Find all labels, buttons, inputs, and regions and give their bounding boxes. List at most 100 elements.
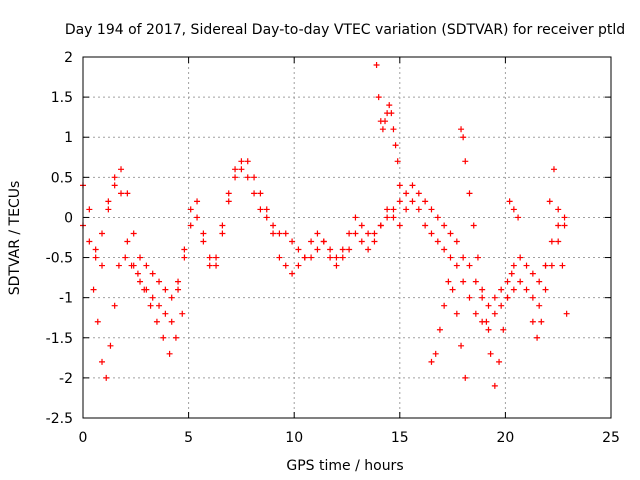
data-point: [428, 230, 435, 237]
data-point: [238, 166, 245, 173]
data-point: [270, 230, 277, 237]
data-point: [538, 318, 545, 325]
data-point: [301, 254, 308, 261]
data-point: [107, 342, 114, 349]
data-point: [384, 206, 391, 213]
data-point: [213, 254, 220, 261]
data-point: [238, 158, 245, 165]
data-point: [460, 254, 467, 261]
data-point: [498, 302, 505, 309]
data-point: [487, 350, 494, 357]
data-point: [396, 198, 403, 205]
data-point: [491, 382, 498, 389]
data-point: [206, 262, 213, 269]
data-point: [295, 262, 302, 269]
data-point: [327, 254, 334, 261]
data-point: [548, 262, 555, 269]
data-point: [181, 246, 188, 253]
data-point: [200, 238, 207, 245]
data-point: [462, 374, 469, 381]
data-point: [156, 278, 163, 285]
data-point: [559, 262, 566, 269]
y-tick-label: 1: [64, 130, 73, 146]
grid: [83, 57, 611, 418]
data-point: [434, 214, 441, 221]
data-point: [333, 262, 340, 269]
data-point: [491, 294, 498, 301]
data-point: [390, 126, 397, 133]
data-point: [225, 198, 232, 205]
data-point: [147, 302, 154, 309]
data-point: [86, 238, 93, 245]
y-tick-label: 1.5: [51, 90, 73, 106]
data-point: [386, 102, 393, 109]
data-point: [529, 294, 536, 301]
data-point: [447, 254, 454, 261]
data-point: [187, 222, 194, 229]
data-point: [153, 318, 160, 325]
data-point: [295, 246, 302, 253]
data-point: [561, 222, 568, 229]
data-point: [111, 174, 118, 181]
data-point: [432, 350, 439, 357]
data-point: [561, 214, 568, 221]
data-point: [504, 278, 511, 285]
data-point: [270, 222, 277, 229]
data-point: [392, 142, 399, 149]
data-point: [118, 190, 125, 197]
data-point: [546, 198, 553, 205]
y-tick-label: 0: [64, 210, 73, 226]
data-point: [550, 166, 557, 173]
plot-frame: [82, 56, 612, 419]
data-point: [458, 126, 465, 133]
data-point: [358, 222, 365, 229]
data-point: [371, 238, 378, 245]
data-point: [232, 174, 239, 181]
data-point: [472, 278, 479, 285]
data-point: [143, 262, 150, 269]
data-point: [168, 294, 175, 301]
data-point: [409, 182, 416, 189]
data-point: [462, 158, 469, 165]
data-point: [472, 310, 479, 317]
data-point: [111, 182, 118, 189]
axis-ticks: [82, 56, 612, 419]
data-point: [365, 246, 372, 253]
data-point: [137, 254, 144, 261]
data-point: [542, 286, 549, 293]
data-point: [352, 214, 359, 221]
data-point: [390, 206, 397, 213]
data-point: [466, 262, 473, 269]
data-point: [373, 62, 380, 69]
data-point: [555, 206, 562, 213]
data-point: [339, 254, 346, 261]
data-point: [510, 286, 517, 293]
data-point: [504, 294, 511, 301]
data-point: [172, 334, 179, 341]
data-point: [118, 166, 125, 173]
data-point: [358, 238, 365, 245]
data-point: [485, 326, 492, 333]
data-point: [115, 262, 122, 269]
series-arc-2: [80, 158, 568, 333]
data-point: [458, 342, 465, 349]
data-point: [263, 206, 270, 213]
y-tick-label: -2.5: [46, 411, 73, 427]
data-point: [257, 190, 264, 197]
chart-title: Day 194 of 2017, Sidereal Day-to-day VTE…: [65, 22, 625, 38]
data-point: [244, 174, 251, 181]
data-point: [181, 254, 188, 261]
data-point: [510, 262, 517, 269]
data-point: [523, 286, 530, 293]
data-point: [409, 198, 416, 205]
data-point: [428, 206, 435, 213]
data-point: [308, 238, 315, 245]
data-point: [90, 286, 97, 293]
data-point: [175, 286, 182, 293]
data-point: [517, 278, 524, 285]
data-point: [536, 278, 543, 285]
data-point: [371, 230, 378, 237]
data-point: [394, 158, 401, 165]
data-point: [105, 206, 112, 213]
data-point: [225, 190, 232, 197]
